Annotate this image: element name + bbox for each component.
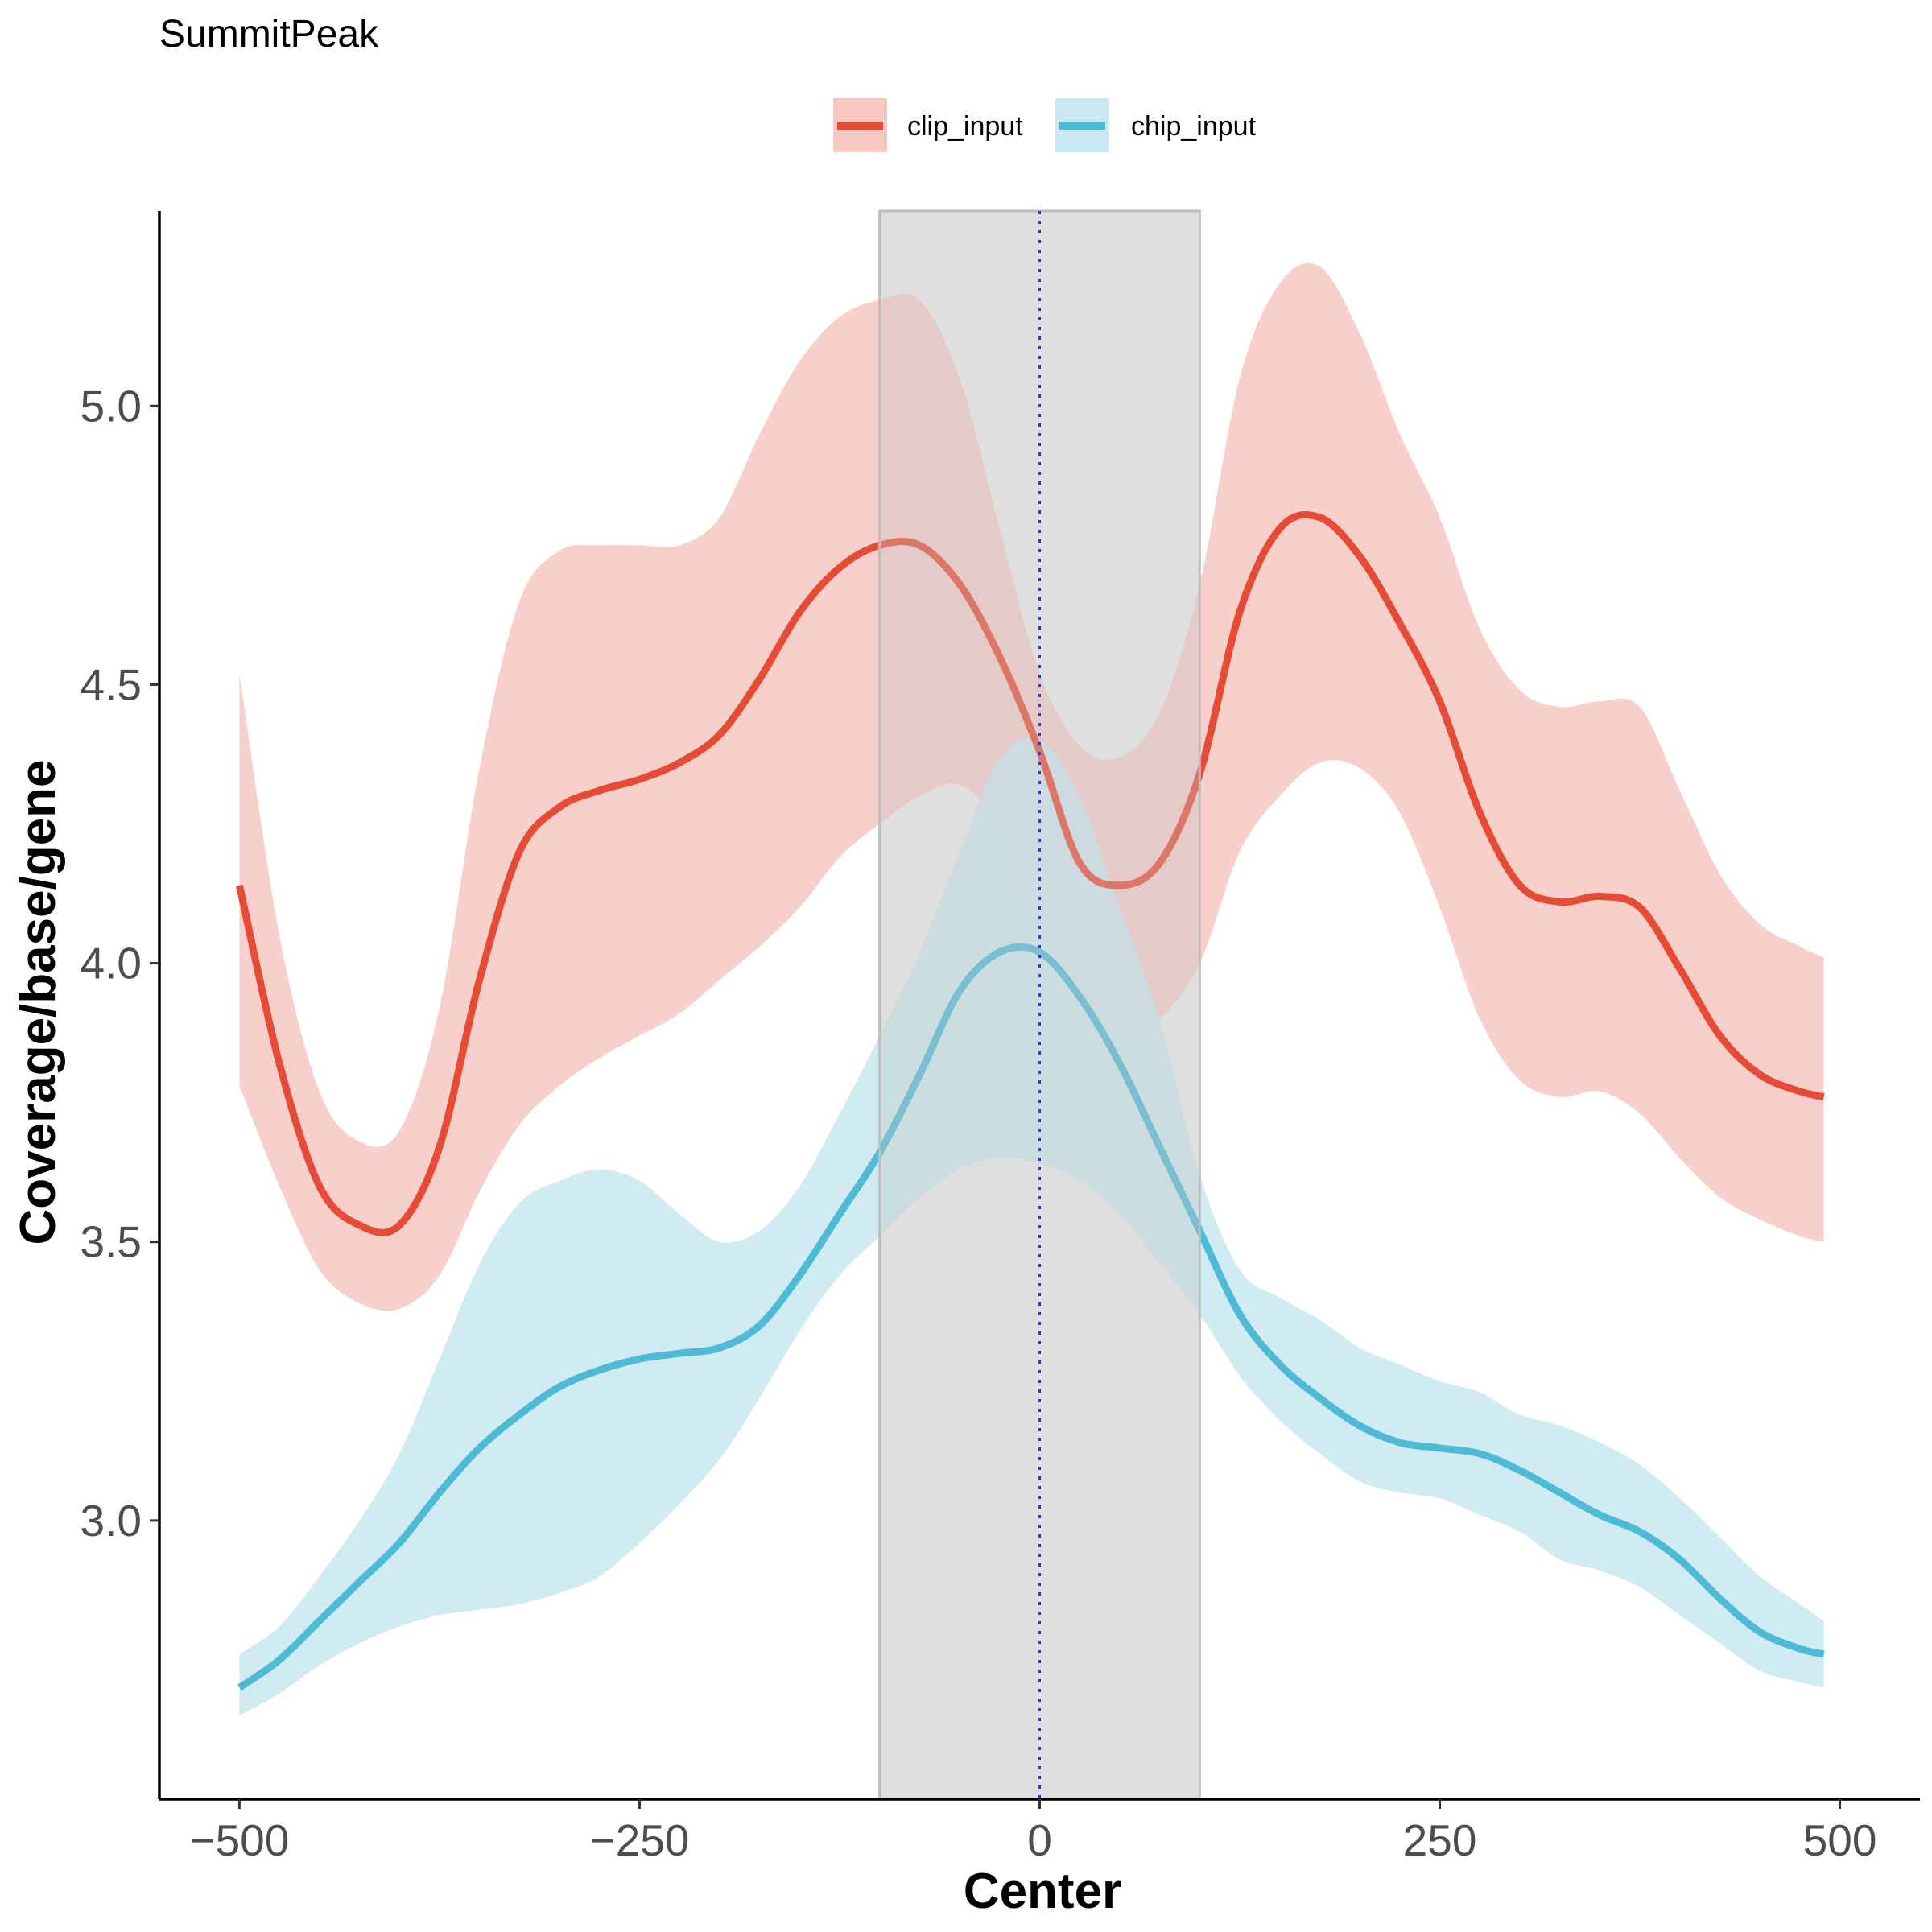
legend-label-chip-input: chip_input (1131, 111, 1257, 142)
x-tick-label: 500 (1803, 1815, 1877, 1865)
series-line-chip-input (237, 943, 1825, 1691)
highlight-overlay-layer (878, 209, 1201, 1801)
series-line-clip-input (236, 510, 1825, 1236)
axis-layer: −500 −250 0 250 500 3.0 3.5 4.0 4.5 5.0 (80, 211, 1920, 1865)
x-tick-label: 0 (1027, 1815, 1052, 1865)
y-tick-label: 3.0 (80, 1496, 142, 1546)
band-layer (239, 262, 1824, 1716)
x-axis-title: Center (964, 1864, 1121, 1919)
legend-item-clip-input: clip_input (833, 98, 1023, 152)
line-layer (236, 510, 1825, 1691)
chart-title: SummitPeak (159, 13, 379, 56)
x-tick-label: −500 (189, 1815, 289, 1865)
legend-item-chip-input: chip_input (1055, 98, 1257, 152)
y-axis-title: Coverage/base/gene (10, 759, 66, 1245)
confidence-band-chip-input (239, 737, 1824, 1716)
y-tick-label: 4.0 (80, 939, 142, 989)
legend-label-clip-input: clip_input (907, 111, 1023, 142)
legend: clip_input chip_input (833, 98, 1257, 152)
y-tick-label: 5.0 (80, 381, 142, 431)
x-tick-label: 250 (1403, 1815, 1477, 1865)
y-tick-label: 3.5 (80, 1217, 142, 1267)
x-tick-label: −250 (590, 1815, 690, 1865)
y-tick-label: 4.5 (80, 659, 142, 709)
